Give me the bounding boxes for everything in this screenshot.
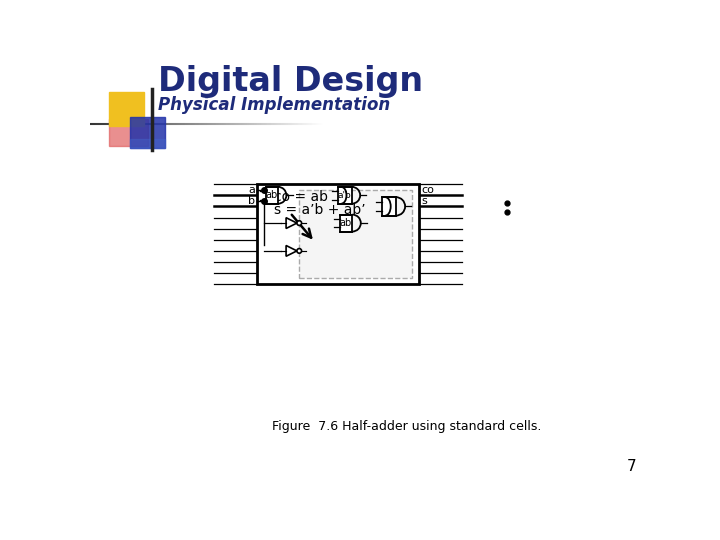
Bar xyxy=(256,184,419,284)
Bar xyxy=(130,139,165,148)
Text: s = a’b + ab’: s = a’b + ab’ xyxy=(274,202,366,217)
Bar xyxy=(130,117,165,148)
Bar xyxy=(266,187,278,204)
Text: a'b: a'b xyxy=(338,191,351,200)
Bar xyxy=(341,214,352,232)
Circle shape xyxy=(297,248,302,253)
Bar xyxy=(109,92,144,126)
Text: a: a xyxy=(248,185,255,195)
Text: co: co xyxy=(422,185,435,195)
Bar xyxy=(382,197,396,215)
Polygon shape xyxy=(286,218,297,228)
Text: co = ab: co = ab xyxy=(274,190,328,204)
Circle shape xyxy=(297,221,302,225)
Text: Digital Design: Digital Design xyxy=(158,65,423,98)
Text: Physical Implementation: Physical Implementation xyxy=(158,96,390,114)
Text: ab: ab xyxy=(340,218,352,228)
Bar xyxy=(300,190,412,278)
Bar xyxy=(109,119,148,146)
Text: Figure  7.6 Half-adder using standard cells.: Figure 7.6 Half-adder using standard cel… xyxy=(272,420,541,433)
Polygon shape xyxy=(286,246,297,256)
Text: s: s xyxy=(422,196,428,206)
Text: b: b xyxy=(248,196,255,206)
Text: ab: ab xyxy=(265,190,277,200)
Bar xyxy=(338,187,351,204)
Text: 7: 7 xyxy=(626,459,636,474)
